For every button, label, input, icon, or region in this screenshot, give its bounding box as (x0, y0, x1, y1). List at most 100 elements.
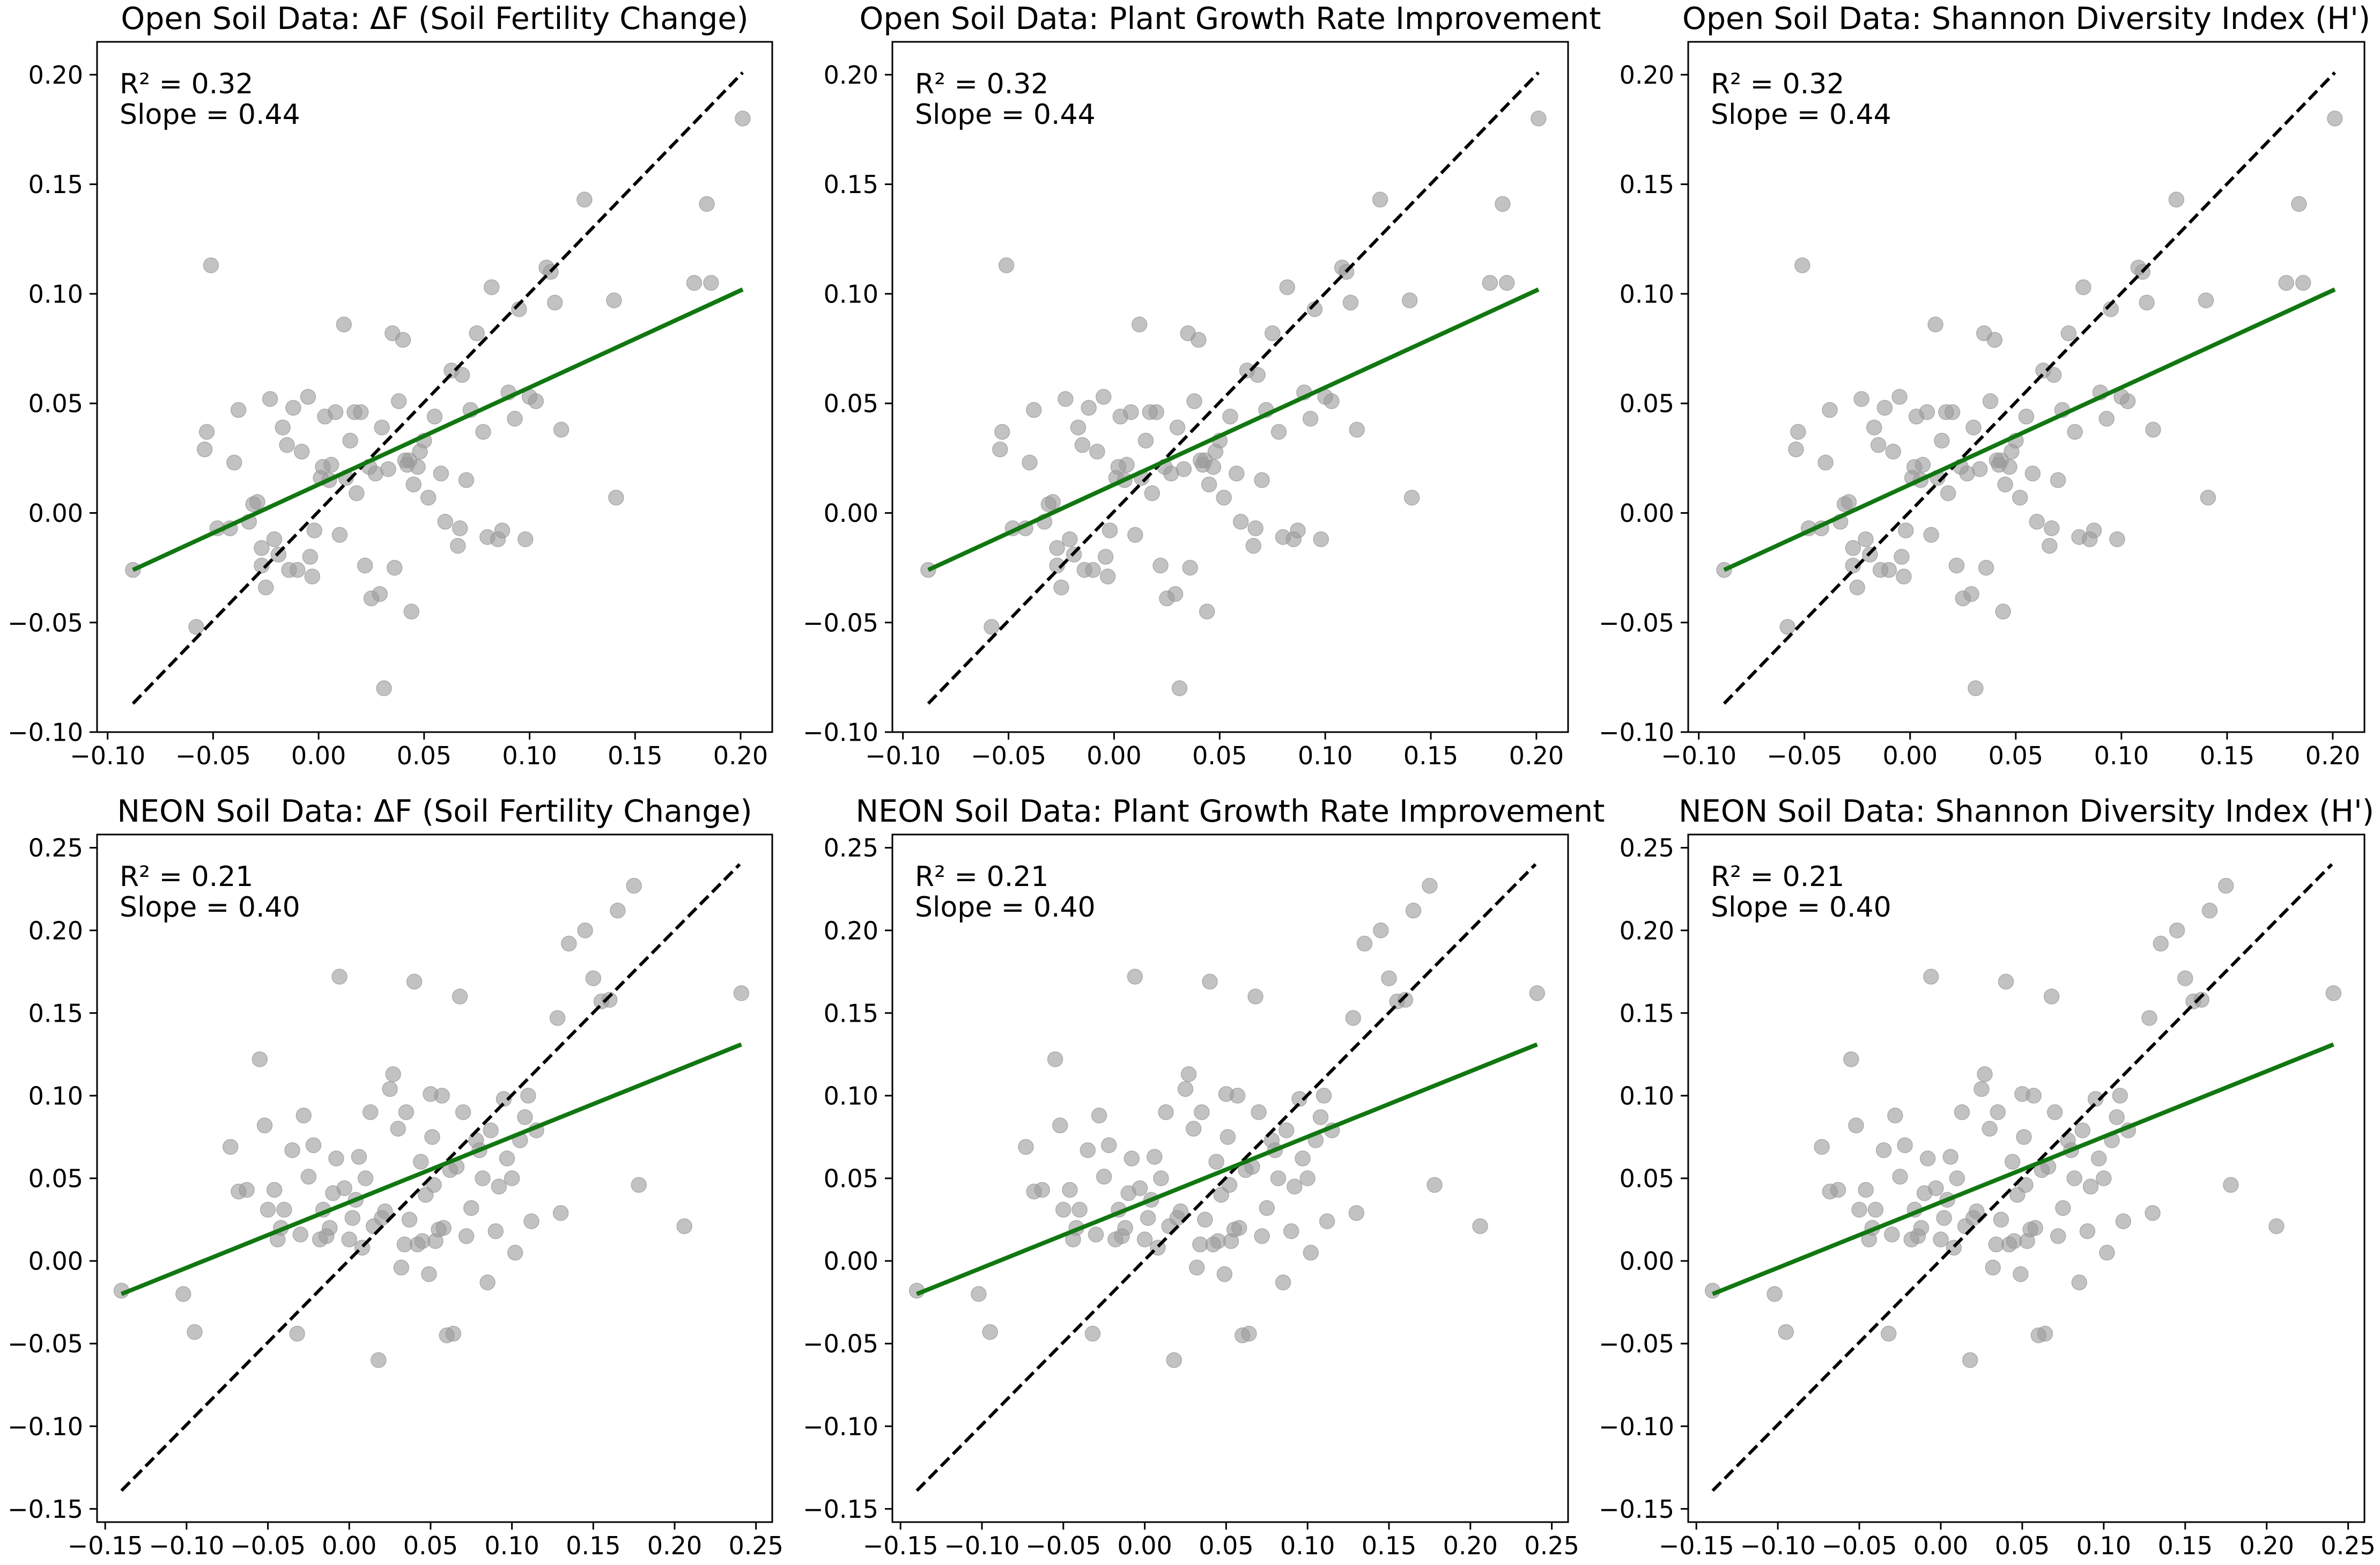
scatter-point (631, 1177, 647, 1193)
r-squared-label: R² = 0.21 (915, 861, 1048, 893)
scatter-point (507, 1244, 523, 1261)
y-tick-label: 0.10 (824, 1081, 878, 1110)
scatter-point (1047, 1051, 1063, 1067)
scatter-point (1089, 444, 1105, 460)
scatter-point (249, 494, 265, 510)
r-squared-label: R² = 0.32 (120, 68, 253, 100)
scatter-point (2071, 1274, 2088, 1290)
scatter-point (2098, 410, 2115, 427)
scatter-point (258, 579, 274, 596)
scatter-point (371, 1352, 387, 1368)
x-tick-label: 0.00 (291, 741, 346, 770)
scatter-point (196, 441, 213, 457)
scatter-point (1091, 1108, 1107, 1124)
scatter-point (341, 1231, 357, 1247)
scatter-point (487, 1223, 504, 1239)
y-tick-label: 0.25 (28, 833, 83, 862)
scatter-point (1096, 1169, 1112, 1185)
scatter-point (421, 1266, 437, 1282)
scatter-point (2055, 1200, 2071, 1216)
scatter-point (1349, 422, 1365, 438)
scatter-point (374, 419, 390, 435)
y-tick-label: 0.00 (824, 1247, 878, 1276)
y-tick-label: 0.05 (28, 389, 83, 418)
scatter-point (1790, 424, 1806, 440)
x-tick-label: 0.20 (1509, 741, 1564, 770)
slope-label: Slope = 0.44 (120, 99, 300, 131)
scatter-point (1822, 402, 1838, 418)
scatter-point (1229, 466, 1245, 482)
scatter-point (1876, 400, 1893, 416)
scatter-point (1898, 522, 1914, 538)
scatter-point (1140, 1210, 1156, 1226)
slope-label: Slope = 0.44 (915, 99, 1096, 131)
regression-line (132, 287, 744, 572)
scatter-point (1779, 619, 1795, 635)
y-tick-label: −0.10 (803, 718, 878, 747)
scatter-point (1788, 441, 1804, 457)
scatter-point (1933, 1231, 1949, 1247)
scatter-point (434, 1088, 450, 1104)
scatter-point (1843, 1051, 1859, 1067)
scatter-point (520, 1088, 536, 1104)
scatter-point (2198, 292, 2214, 308)
y-tick-label: −0.10 (1599, 1412, 1674, 1441)
x-tick-label: 0.05 (1192, 741, 1247, 770)
plot-area (125, 71, 751, 705)
scatter-point (279, 437, 295, 453)
x-tick-label: −0.05 (175, 741, 251, 770)
scatter-point (1814, 1139, 1830, 1155)
scatter-point (1147, 1149, 1163, 1165)
scatter-point (2037, 1325, 2053, 1342)
scatter-point (2145, 1205, 2161, 1221)
scatter-point (1216, 1266, 1233, 1282)
scatter-point (1944, 404, 1961, 420)
scatter-point (1397, 992, 1414, 1008)
scatter-point (2168, 191, 2185, 208)
scatter-point (992, 441, 1008, 457)
scatter-point (1176, 461, 1192, 477)
scatter-point (1978, 559, 1994, 576)
subplot-title: Open Soil Data: Shannon Diversity Index … (1682, 1, 2370, 36)
scatter-point (1148, 404, 1164, 420)
y-tick-label: 0.10 (1620, 279, 1674, 308)
scatter-point (2109, 1109, 2125, 1125)
scatter-point (1302, 410, 1319, 427)
scatter-point (382, 1081, 398, 1097)
scatter-point (2103, 301, 2119, 318)
scatter-point (380, 461, 396, 477)
scatter-point (1315, 1088, 1332, 1104)
axes-frame (96, 41, 773, 733)
scatter-point (1216, 490, 1232, 506)
y-tick-label: 0.20 (824, 61, 878, 90)
identity-line (927, 71, 1540, 705)
scatter-point (463, 1200, 479, 1216)
scatter-point (507, 410, 523, 427)
scatter-point (1219, 1129, 1236, 1145)
scatter-point (1531, 110, 1547, 127)
scatter-point (1977, 1066, 1993, 1082)
scatter-point (1182, 559, 1198, 576)
scatter-point (1254, 1228, 1270, 1244)
scatter-point (239, 1182, 255, 1198)
scatter-point (1097, 549, 1114, 565)
y-tick-label: −0.15 (1599, 1495, 1674, 1524)
scatter-point (1405, 903, 1422, 919)
scatter-point (2001, 459, 2017, 475)
x-tick-label: 0.10 (1280, 1531, 1335, 1560)
scatter-point (372, 586, 388, 602)
scatter-point (2079, 1223, 2096, 1239)
scatter-point (994, 424, 1010, 440)
scatter-point (1891, 389, 1908, 405)
scatter-point (1247, 988, 1263, 1005)
subplot-title: NEON Soil Data: Plant Growth Rate Improv… (856, 794, 1605, 829)
x-tick-label: 0.10 (484, 1531, 539, 1560)
scatter-point (2012, 490, 2028, 506)
scatter-point (1974, 1081, 1990, 1097)
scatter-point (1055, 1201, 1071, 1218)
scatter-point (1990, 1104, 2006, 1120)
y-tick-label: −0.15 (8, 1495, 83, 1524)
scatter-point (1295, 1150, 1311, 1167)
y-tick-label: −0.10 (803, 1412, 878, 1441)
scatter-point (686, 275, 703, 291)
